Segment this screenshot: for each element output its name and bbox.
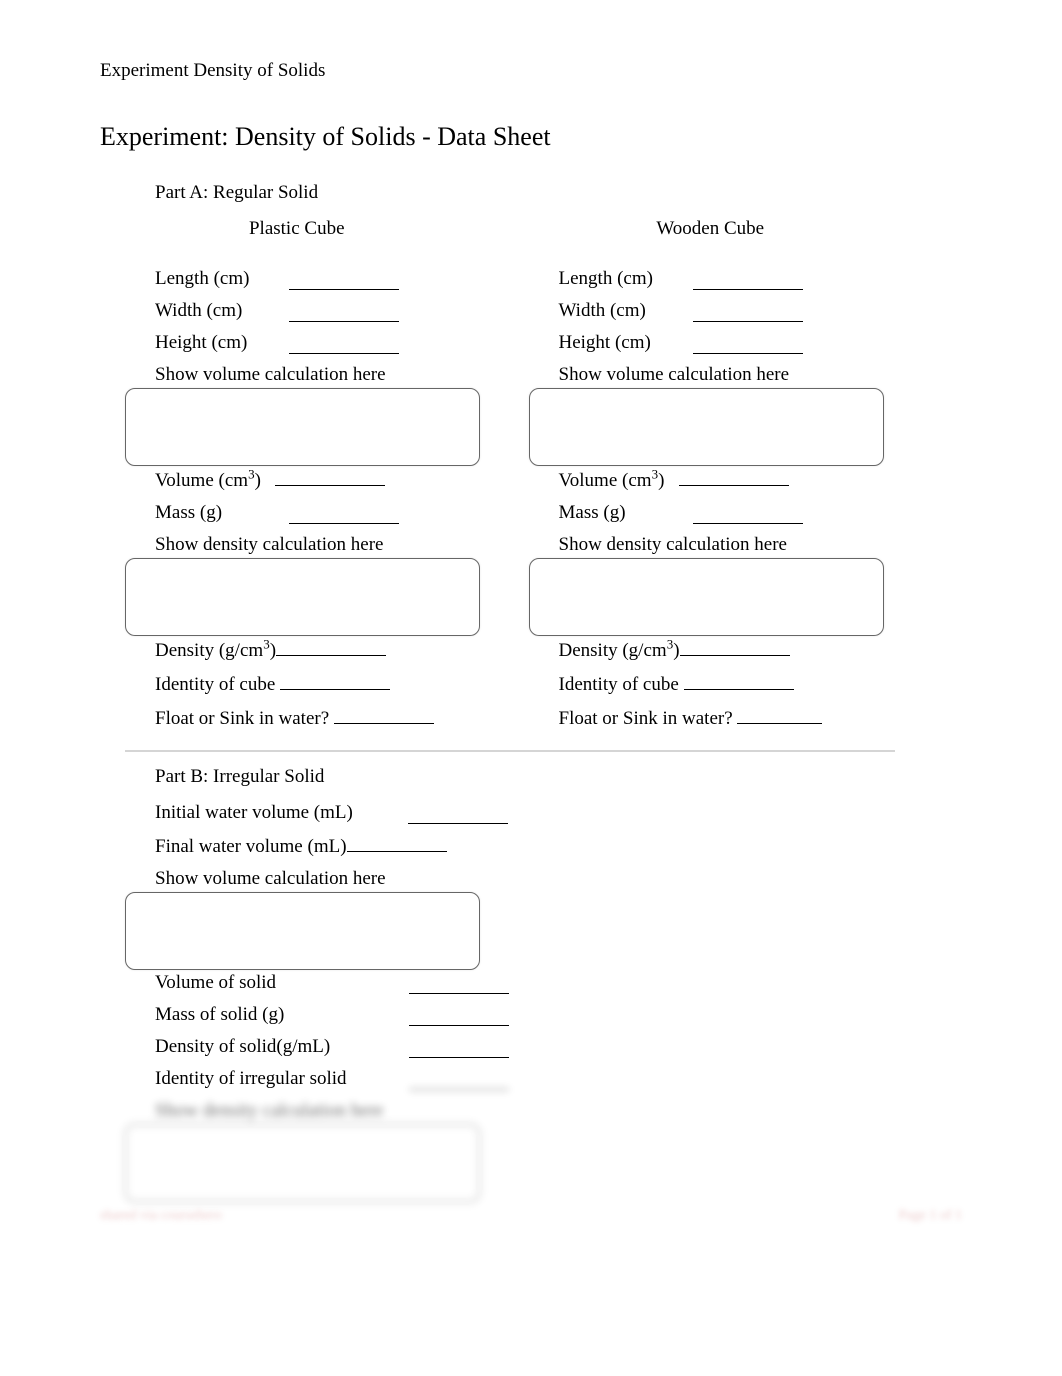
footer-right: Page 1 of 1 [899,1208,962,1224]
mass-solid-blank[interactable] [409,1008,509,1026]
page: Experiment Density of Solids Experiment:… [0,0,1062,1264]
wooden-float-row: Float or Sink in water? [559,706,963,730]
wooden-identity-blank[interactable] [684,672,794,690]
identity-irregular-blank[interactable] [409,1072,509,1090]
wooden-length-row: Length (cm) [559,268,963,290]
volume-close: ) [658,470,664,491]
plastic-float-row: Float or Sink in water? [155,706,559,730]
density-solid-row: Density of solid(g/mL) [155,1036,962,1058]
identity-irregular-row: Identity of irregular solid [155,1068,962,1090]
wooden-height-row: Height (cm) [559,332,963,354]
mass-label: Mass (g) [155,502,285,524]
wooden-length-blank[interactable] [693,272,803,290]
wooden-volume-blank[interactable] [679,468,789,486]
footer-blurred: shared via coursehero Page 1 of 1 [100,1208,962,1224]
final-water-label: Final water volume (mL) [155,836,347,857]
height-label: Height (cm) [559,332,689,354]
part-a-heading: Part A: Regular Solid [155,182,962,204]
wooden-cube-name: Wooden Cube [559,218,963,240]
plastic-length-row: Length (cm) [155,268,559,290]
blurred-region: Show density calculation here [155,1100,962,1202]
volume-label: Volume (cm [559,470,652,491]
plastic-identity-row: Identity of cube [155,672,559,696]
float-label: Float or Sink in water? [559,708,738,729]
content-indent: Part A: Regular Solid Plastic Cube Lengt… [100,182,962,1202]
identity-label: Identity of cube [559,674,684,695]
volume-label: Volume (cm [155,470,248,491]
wooden-show-volume-label: Show volume calculation here [559,364,963,386]
wooden-identity-row: Identity of cube [559,672,963,696]
plastic-volume-row: Volume (cm3) [155,468,559,492]
part-a-columns: Plastic Cube Length (cm) Width (cm) Heig… [155,218,962,740]
wooden-density-blank[interactable] [680,638,790,656]
plastic-length-blank[interactable] [289,272,399,290]
plastic-height-row: Height (cm) [155,332,559,354]
volume-close: ) [255,470,261,491]
density-label: Density (g/cm [155,640,263,661]
plastic-float-blank[interactable] [334,706,434,724]
plastic-width-row: Width (cm) [155,300,559,322]
mass-solid-label: Mass of solid (g) [155,1004,405,1026]
plastic-height-blank[interactable] [289,336,399,354]
plastic-cube-name: Plastic Cube [155,218,559,240]
wooden-density-row: Density (g/cm3) [559,638,963,662]
wooden-mass-blank[interactable] [693,506,803,524]
plastic-mass-blank[interactable] [289,506,399,524]
partb-volume-calc-box[interactable] [125,892,480,970]
volume-solid-label: Volume of solid [155,972,405,994]
length-label: Length (cm) [559,268,689,290]
width-label: Width (cm) [155,300,285,322]
plastic-cube-column: Plastic Cube Length (cm) Width (cm) Heig… [155,218,559,740]
width-label: Width (cm) [559,300,689,322]
part-b-heading: Part B: Irregular Solid [155,766,962,788]
mass-solid-row: Mass of solid (g) [155,1004,962,1026]
density-label: Density (g/cm [559,640,667,661]
page-title: Experiment: Density of Solids - Data She… [100,122,962,152]
volume-solid-row: Volume of solid [155,972,962,994]
density-solid-blank[interactable] [409,1040,509,1058]
final-water-blank[interactable] [347,834,447,852]
density-solid-label: Density of solid(g/mL) [155,1036,405,1058]
plastic-volume-blank[interactable] [275,468,385,486]
wooden-cube-column: Wooden Cube Length (cm) Width (cm) Heigh… [559,218,963,740]
wooden-width-row: Width (cm) [559,300,963,322]
wooden-volume-calc-box[interactable] [529,388,884,466]
page-header: Experiment Density of Solids [100,60,962,82]
plastic-mass-row: Mass (g) [155,502,559,524]
final-water-row: Final water volume (mL) [155,834,962,858]
plastic-show-volume-label: Show volume calculation here [155,364,559,386]
height-label: Height (cm) [155,332,285,354]
wooden-volume-row: Volume (cm3) [559,468,963,492]
identity-label: Identity of cube [155,674,280,695]
length-label: Length (cm) [155,268,285,290]
wooden-mass-row: Mass (g) [559,502,963,524]
footer-left: shared via coursehero [100,1208,222,1224]
identity-irregular-label: Identity of irregular solid [155,1068,405,1090]
plastic-identity-blank[interactable] [280,672,390,690]
partb-show-density-label: Show density calculation here [155,1100,962,1122]
wooden-density-calc-box[interactable] [529,558,884,636]
plastic-width-blank[interactable] [289,304,399,322]
section-divider [125,750,895,752]
plastic-density-row: Density (g/cm3) [155,638,559,662]
partb-density-calc-box[interactable] [125,1124,480,1202]
wooden-height-blank[interactable] [693,336,803,354]
plastic-volume-calc-box[interactable] [125,388,480,466]
float-label: Float or Sink in water? [155,708,334,729]
wooden-float-blank[interactable] [737,706,822,724]
wooden-width-blank[interactable] [693,304,803,322]
partb-show-volume-label: Show volume calculation here [155,868,962,890]
mass-label: Mass (g) [559,502,689,524]
initial-water-label: Initial water volume (mL) [155,802,385,824]
plastic-show-density-label: Show density calculation here [155,534,559,556]
volume-solid-blank[interactable] [409,976,509,994]
initial-water-row: Initial water volume (mL) [155,802,962,824]
initial-water-blank[interactable] [408,806,508,824]
plastic-density-calc-box[interactable] [125,558,480,636]
plastic-density-blank[interactable] [276,638,386,656]
wooden-show-density-label: Show density calculation here [559,534,963,556]
